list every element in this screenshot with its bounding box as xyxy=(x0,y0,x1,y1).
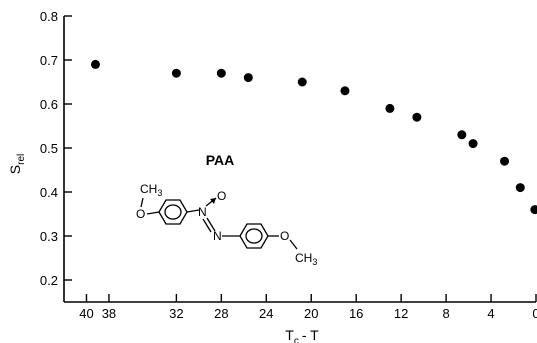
benzene-ring-right-aromatic xyxy=(245,228,263,244)
y-axis-title: Srel xyxy=(7,154,27,174)
data-point xyxy=(297,77,307,87)
y-tick-label: 0.2 xyxy=(40,273,58,288)
oxygen-right-label: O xyxy=(280,229,289,243)
x-tick-label: 8 xyxy=(442,306,449,321)
nitrogen-bottom-label: N xyxy=(213,229,222,243)
data-points xyxy=(90,59,537,215)
data-point xyxy=(457,130,467,140)
methyl-left-label: CH3 xyxy=(140,182,162,198)
data-point xyxy=(468,139,478,149)
y-tick-label: 0.8 xyxy=(40,9,58,24)
x-tick-label: 20 xyxy=(304,306,318,321)
y-tick-label: 0.7 xyxy=(40,53,58,68)
n-oxide-oxygen-label: O xyxy=(217,189,226,203)
data-point xyxy=(385,103,395,113)
arrow-head xyxy=(210,198,216,204)
bond-o-ring-left xyxy=(146,211,160,215)
paa-structure: PAA CH3 O N O N O CH3 xyxy=(136,152,317,267)
y-tick-label: 0.5 xyxy=(40,141,58,156)
data-point xyxy=(515,183,525,193)
benzene-ring-left xyxy=(158,199,188,225)
x-tick-label: 12 xyxy=(394,306,408,321)
bond-n-n-double-a xyxy=(202,218,212,233)
methyl-right-label: CH3 xyxy=(295,251,317,267)
x-tick-label: 28 xyxy=(214,306,228,321)
nitrogen-top-label: N xyxy=(198,205,207,219)
y-ticks: 0.2 0.3 0.4 0.5 0.6 0.7 0.8 xyxy=(40,9,72,288)
bond-o-methyl-right xyxy=(289,239,298,250)
data-point xyxy=(500,156,510,166)
data-point xyxy=(412,112,422,122)
bond-methyl-o-left xyxy=(140,197,144,208)
benzene-ring-right xyxy=(239,223,269,249)
x-tick-label: 40 xyxy=(79,306,93,321)
x-ticks: 40 38 32 28 24 20 16 12 8 4 0 xyxy=(79,294,537,321)
oxygen-left-label: O xyxy=(136,207,145,221)
benzene-ring-left-aromatic xyxy=(164,204,182,220)
data-point xyxy=(216,68,226,78)
x-tick-label: 16 xyxy=(349,306,363,321)
x-axis-title: Tc - T xyxy=(285,327,319,343)
compound-label: PAA xyxy=(206,152,235,168)
y-tick-label: 0.4 xyxy=(40,185,58,200)
axes xyxy=(63,16,536,303)
data-point xyxy=(90,59,100,69)
data-point xyxy=(171,68,181,78)
bond-n-n-double-b xyxy=(206,217,216,232)
x-tick-label: 24 xyxy=(259,306,273,321)
x-tick-label: 32 xyxy=(169,306,183,321)
data-point xyxy=(530,205,537,215)
data-point xyxy=(340,86,350,96)
y-tick-label: 0.3 xyxy=(40,229,58,244)
data-point xyxy=(243,73,253,83)
x-tick-label: 4 xyxy=(487,306,494,321)
bond-ring-n-top xyxy=(186,209,200,213)
x-tick-label: 38 xyxy=(102,306,116,321)
y-tick-label: 0.6 xyxy=(40,97,58,112)
x-tick-label: 0 xyxy=(532,306,537,321)
